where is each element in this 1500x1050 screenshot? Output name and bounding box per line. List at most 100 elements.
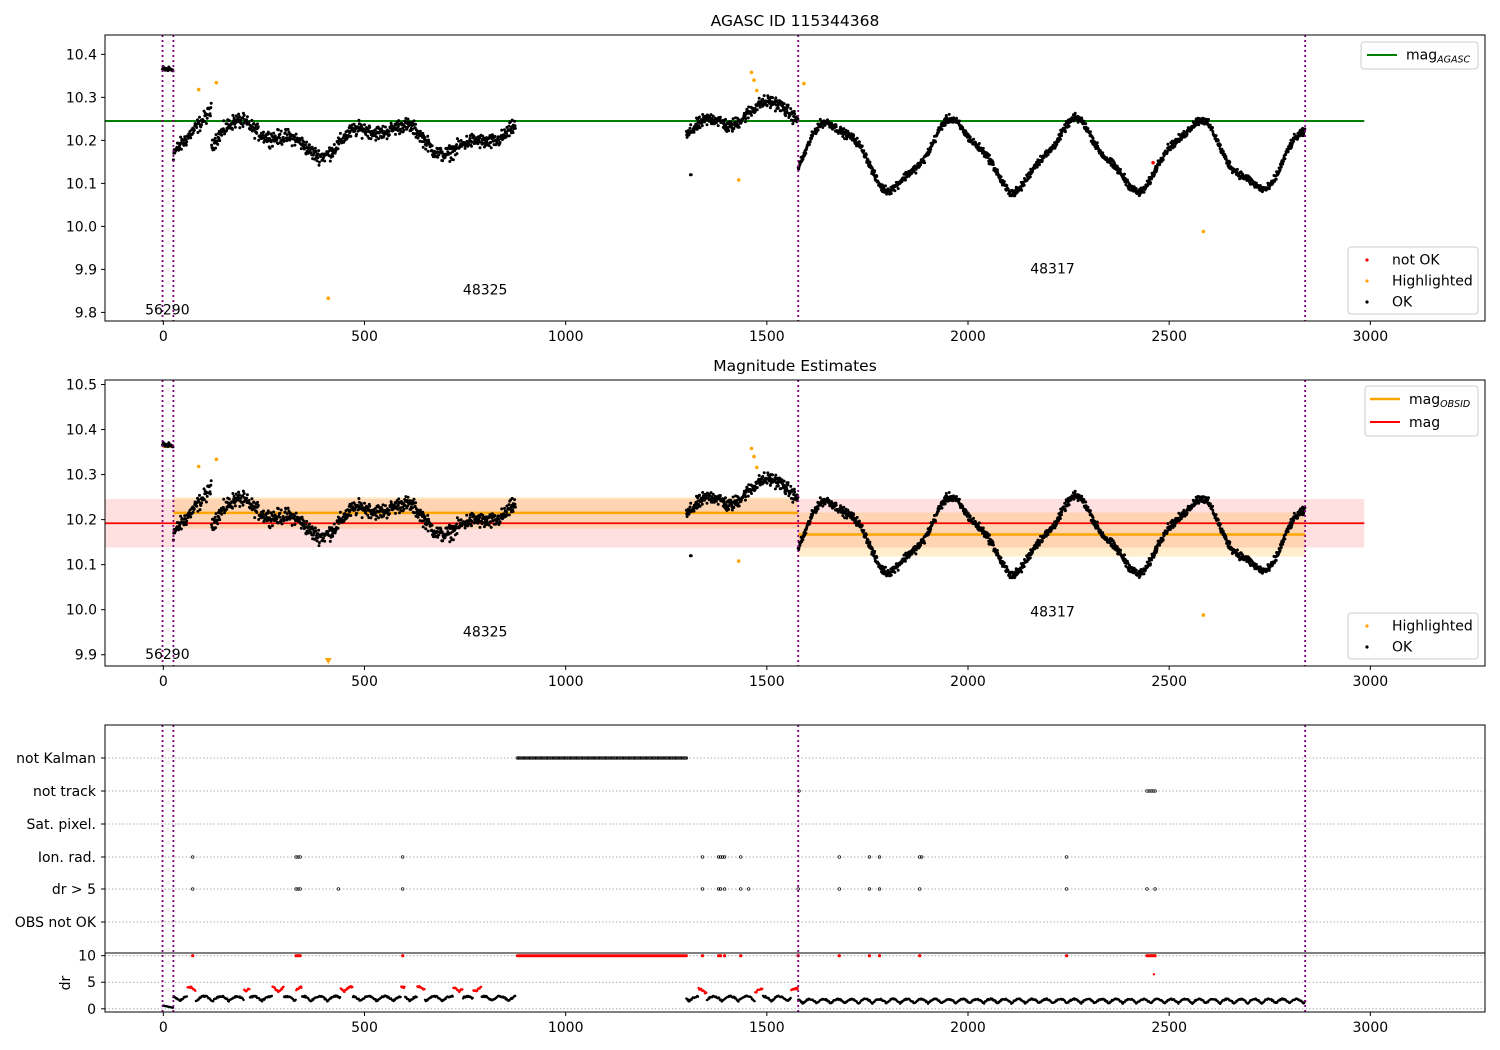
ok-point xyxy=(1101,151,1105,155)
ok-point xyxy=(1084,500,1088,504)
ok-point xyxy=(705,123,709,127)
ok-point xyxy=(302,519,306,523)
ok-point xyxy=(1086,127,1090,130)
ok-point xyxy=(808,140,812,144)
ok-point xyxy=(412,119,416,123)
ok-point xyxy=(1095,520,1099,524)
ok-point xyxy=(192,507,196,511)
ok-point xyxy=(1166,142,1170,146)
ok-point xyxy=(785,487,789,491)
ok-point xyxy=(1005,184,1009,187)
ok-point xyxy=(185,519,189,523)
ok-point xyxy=(252,122,256,125)
ok-point xyxy=(278,515,282,519)
ok-point xyxy=(505,510,508,514)
ok-point xyxy=(1086,505,1090,509)
ok-point xyxy=(513,498,517,502)
ok-point xyxy=(743,498,747,502)
ok-point xyxy=(1153,553,1156,557)
ok-point xyxy=(202,119,206,123)
ok-point xyxy=(1274,177,1278,181)
ok-point xyxy=(300,515,304,519)
ok-point xyxy=(923,541,927,545)
ok-point xyxy=(198,493,201,497)
ok-point xyxy=(482,141,486,145)
ok-point xyxy=(179,527,183,531)
ok-point xyxy=(314,529,318,533)
ok-point xyxy=(731,117,735,121)
ok-point xyxy=(387,133,391,137)
ok-point xyxy=(256,500,259,504)
ok-point xyxy=(245,115,249,119)
ok-point xyxy=(866,158,870,162)
x-tick-label: 2000 xyxy=(950,329,986,345)
ok-point xyxy=(1134,187,1138,190)
ok-point xyxy=(209,479,213,483)
ok-point xyxy=(478,136,482,140)
ok-point xyxy=(782,479,786,483)
ok-point xyxy=(495,141,499,145)
ok-point xyxy=(1218,143,1222,147)
ok-point xyxy=(406,495,410,499)
ok-point xyxy=(360,125,364,129)
ok-point xyxy=(736,123,740,127)
highlighted-point xyxy=(755,88,759,93)
not-ok-legend-marker xyxy=(1365,258,1369,262)
ok-point xyxy=(298,138,302,142)
ok-point xyxy=(369,516,373,520)
ok-point xyxy=(701,491,705,494)
highlighted-point xyxy=(749,70,754,75)
ok-point xyxy=(944,492,948,495)
ok-point xyxy=(317,149,321,153)
ok-point xyxy=(410,127,414,131)
highlighted-point xyxy=(752,78,756,82)
ok-point xyxy=(1006,187,1010,191)
ok-point xyxy=(464,144,467,148)
ok-point xyxy=(1022,183,1026,187)
ok-point xyxy=(503,128,506,132)
ok-point xyxy=(791,500,795,504)
x-tick-label: 3000 xyxy=(1353,329,1389,345)
ok-point xyxy=(862,529,866,532)
ok-point xyxy=(332,143,336,146)
ok-point xyxy=(378,130,382,134)
ok-point xyxy=(262,130,265,134)
ok-point xyxy=(957,119,961,123)
ok-point xyxy=(1088,509,1092,513)
ok-point xyxy=(1082,498,1086,501)
highlighted-point xyxy=(1201,229,1206,234)
ok-point xyxy=(279,508,283,512)
ok-point xyxy=(231,113,235,117)
ok-point xyxy=(700,499,704,503)
ok-point xyxy=(940,506,944,510)
ok-point xyxy=(1142,190,1146,194)
ok-point xyxy=(709,113,713,117)
obsid-label: 48317 xyxy=(1030,262,1075,278)
ok-point xyxy=(385,516,389,520)
ok-point xyxy=(189,515,193,519)
ok-point xyxy=(416,515,420,519)
ok-point xyxy=(368,126,372,129)
x-tick-label: 2500 xyxy=(1151,329,1187,345)
ok-point xyxy=(1028,556,1032,560)
agasc-panel-title: AGASC ID 115344368 xyxy=(711,12,880,30)
ok-point xyxy=(991,163,995,167)
ok-point xyxy=(700,502,704,506)
ok-point xyxy=(472,134,476,138)
ok-point xyxy=(793,490,797,494)
ok-point xyxy=(1082,119,1086,123)
ok-point xyxy=(957,497,961,501)
ok-point xyxy=(1278,168,1282,172)
ok-point xyxy=(490,133,494,137)
ok-point xyxy=(1169,148,1172,152)
ok-point xyxy=(1063,130,1067,134)
ok-point xyxy=(841,135,845,138)
ok-point xyxy=(1211,508,1215,512)
ok-point xyxy=(716,502,720,506)
ok-point xyxy=(276,142,280,146)
ok-point xyxy=(487,523,491,527)
ok-point xyxy=(503,506,506,510)
ok-point xyxy=(1235,167,1239,171)
ok-point xyxy=(390,123,393,127)
ok-point xyxy=(1119,167,1122,171)
